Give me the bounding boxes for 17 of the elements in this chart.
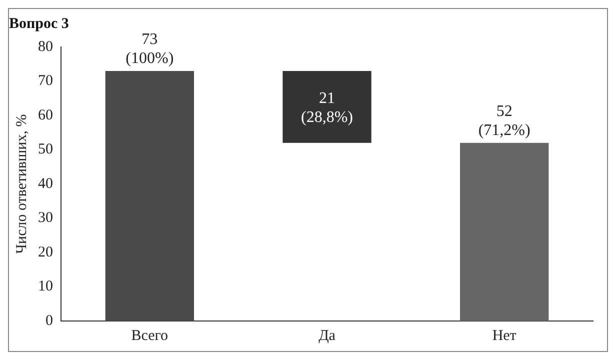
- x-tick-label: Да: [318, 328, 336, 344]
- data-label: 73 (100%): [126, 30, 174, 67]
- y-tick-label: 60: [38, 107, 53, 124]
- y-tick-label: 50: [38, 142, 53, 158]
- y-tick-label: 10: [38, 278, 53, 295]
- y-tick-label: 30: [38, 210, 53, 226]
- y-tick-label: 80: [38, 38, 53, 55]
- y-tick-label: 20: [38, 244, 53, 260]
- chart-title: Вопрос 3: [9, 16, 69, 32]
- y-tick-label: 0: [46, 312, 53, 329]
- y-tick-label: 70: [38, 73, 53, 90]
- y-axis-title: Число ответивших, %: [14, 114, 30, 254]
- data-label: 52 (71,2%): [478, 102, 530, 139]
- data-label: 21 (28,8%): [301, 90, 353, 126]
- y-tick-label: 40: [38, 176, 53, 192]
- x-tick-label: Нет: [492, 328, 517, 344]
- x-tick-label: Всего: [131, 328, 168, 344]
